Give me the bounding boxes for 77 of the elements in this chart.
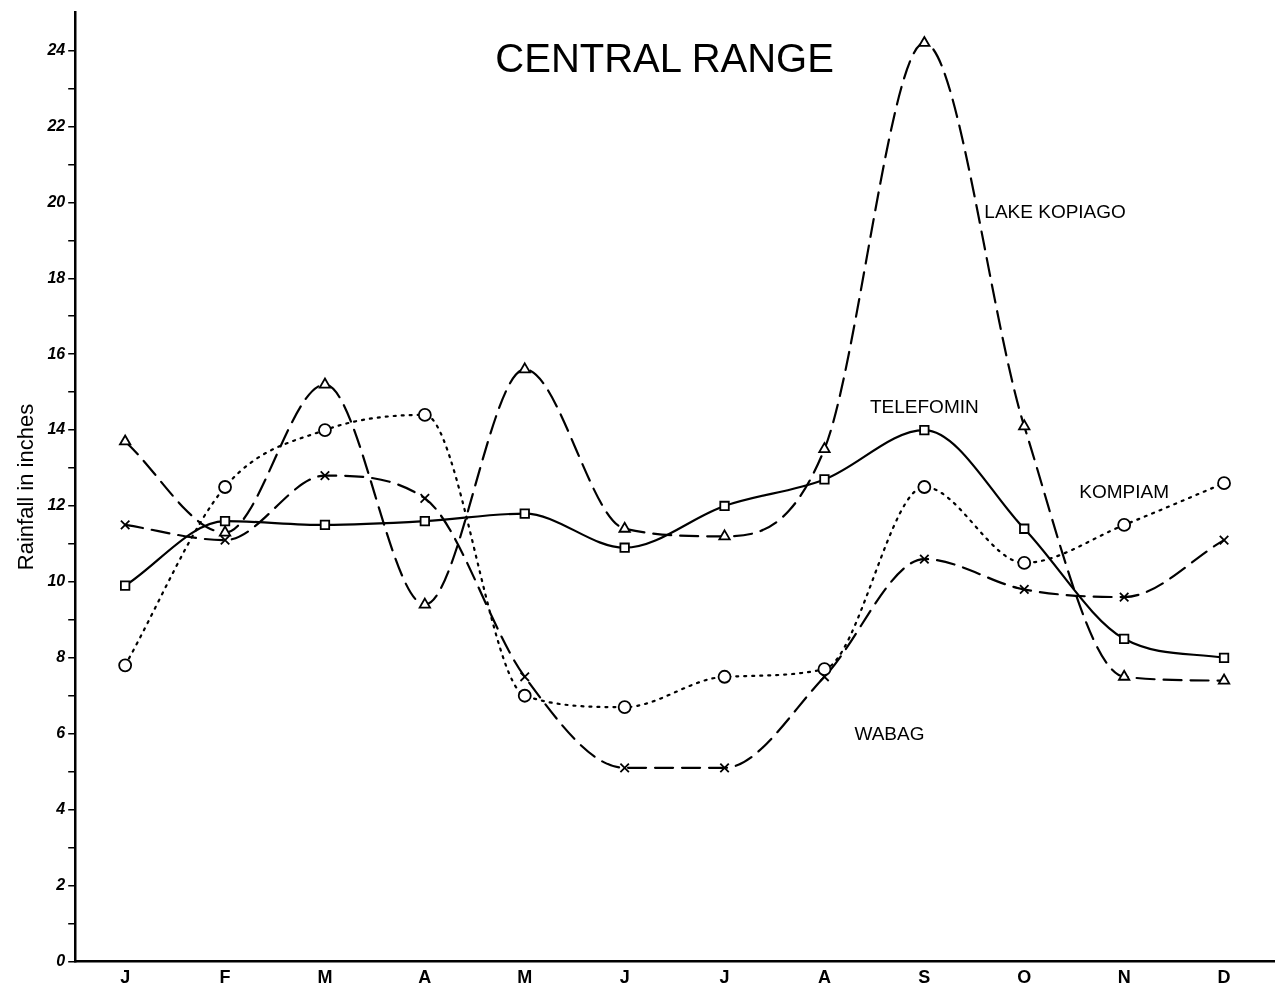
point	[1217, 476, 1231, 491]
point	[1218, 652, 1230, 663]
x-tick-label: D	[1217, 967, 1231, 988]
y-tick-label: 22	[46, 116, 66, 134]
y-tick-label: 14	[47, 420, 66, 438]
x-tick-label: A	[817, 967, 831, 988]
series-label: KOMPIAM	[1079, 481, 1170, 503]
point	[518, 362, 531, 374]
y-tick-label: 16	[47, 344, 66, 362]
y-tick-label: 18	[47, 268, 66, 286]
x-tick-label: J	[619, 967, 630, 988]
x-tick-label: J	[120, 967, 131, 988]
point	[418, 597, 431, 609]
point	[1019, 523, 1030, 534]
point	[718, 529, 731, 541]
point	[719, 762, 730, 773]
point	[417, 407, 432, 422]
point	[1119, 633, 1130, 644]
x-tick-label: F	[219, 967, 231, 988]
series-label: LAKE KOPIAGO	[984, 201, 1126, 223]
point	[618, 521, 631, 533]
point	[119, 434, 132, 446]
point	[419, 493, 430, 504]
point	[917, 480, 932, 494]
point	[519, 508, 530, 519]
point	[218, 525, 232, 537]
point	[819, 474, 830, 485]
y-tick-label: 8	[56, 648, 66, 666]
point	[419, 516, 430, 527]
point	[519, 671, 530, 682]
point	[818, 442, 831, 453]
text: CENTRAL RANGE	[495, 35, 834, 80]
y-tick-label: 20	[46, 192, 66, 210]
x-tick-label: M	[317, 967, 333, 988]
y-tick-label: 10	[47, 572, 66, 590]
x-tick-label: N	[1117, 967, 1131, 988]
x-tick-label: M	[517, 967, 533, 988]
point	[218, 480, 232, 494]
point	[919, 553, 930, 565]
point	[120, 580, 131, 591]
series-label: TELEFOMIN	[869, 396, 979, 418]
y-tick-label: 6	[56, 724, 66, 742]
y-tick-label: 24	[46, 40, 66, 58]
point	[319, 519, 331, 531]
point	[120, 519, 131, 531]
point	[717, 669, 732, 684]
point	[118, 658, 133, 673]
point	[1119, 591, 1130, 603]
point	[219, 516, 231, 527]
point	[1117, 518, 1132, 532]
point	[1217, 673, 1231, 685]
point	[619, 542, 630, 553]
x-tick-label: J	[719, 967, 730, 988]
point	[919, 424, 930, 436]
point	[318, 423, 332, 437]
y-axis-title: Rainfall in inches	[13, 403, 39, 571]
point	[1019, 584, 1030, 595]
y-tick-label: 12	[47, 496, 66, 514]
x-tick-label: O	[1017, 967, 1032, 988]
point	[617, 700, 632, 715]
y-tick-label: 4	[55, 800, 66, 817]
point	[1017, 556, 1032, 570]
point	[1018, 419, 1031, 431]
point	[319, 470, 331, 481]
point	[817, 662, 832, 677]
point	[1218, 534, 1230, 546]
y-tick-label: 0	[56, 951, 66, 969]
x-tick-label: S	[918, 967, 931, 988]
x-tick-label: A	[418, 967, 432, 988]
point	[517, 688, 532, 703]
text: WABAG	[854, 722, 925, 744]
point	[619, 762, 630, 773]
point	[318, 377, 332, 389]
y-tick-label: 2	[55, 875, 66, 893]
point	[918, 36, 931, 47]
point	[719, 500, 730, 512]
point	[1118, 669, 1131, 681]
